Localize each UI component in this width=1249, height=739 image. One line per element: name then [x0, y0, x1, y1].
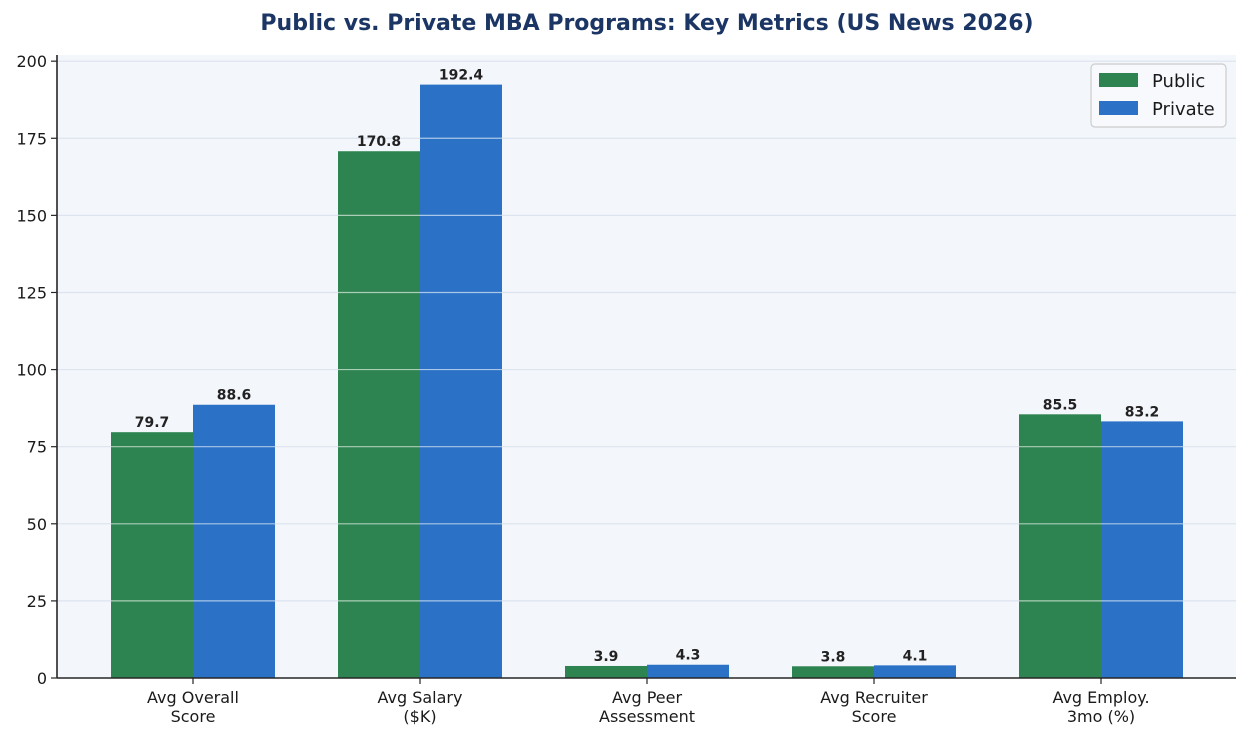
y-tick-label: 25 [27, 592, 47, 611]
y-axis-ticks: 0 25 50 75 100 125 150 175 200 [16, 52, 57, 688]
bar-private [1101, 421, 1183, 678]
data-label: 170.8 [357, 134, 401, 150]
y-tick-label: 0 [37, 669, 47, 688]
bar-private [647, 664, 729, 678]
bar-private [874, 665, 956, 678]
legend: Public Private [1090, 63, 1227, 128]
data-label: 79.7 [135, 415, 170, 431]
data-label: 3.8 [821, 649, 846, 665]
data-label: 192.4 [439, 68, 484, 84]
y-tick-label: 200 [16, 52, 47, 71]
legend-swatch-private [1099, 101, 1138, 115]
legend-label-public: Public [1152, 71, 1205, 92]
data-labels: 79.7 170.8 3.9 3.8 85.5 88.6 192.4 4.3 4.1 83.2 [135, 68, 1160, 666]
y-tick-label: 150 [16, 206, 47, 225]
bars [111, 84, 1183, 679]
x-tick-label: Avg Recruiter [820, 688, 928, 707]
bar-private [420, 84, 502, 679]
legend-swatch-public [1099, 73, 1138, 87]
bar-public [111, 432, 193, 678]
y-tick-label: 50 [27, 515, 47, 534]
y-tick-label: 125 [16, 283, 47, 302]
x-tick-label: Avg Overall [147, 688, 239, 707]
y-tick-label: 175 [16, 129, 47, 148]
data-label: 85.5 [1043, 397, 1078, 413]
y-tick-label: 100 [16, 361, 47, 380]
y-tick-label: 75 [27, 438, 47, 457]
data-label: 4.3 [676, 648, 701, 664]
data-label: 88.6 [217, 388, 252, 404]
data-label: 4.1 [903, 648, 928, 664]
x-tick-label: ($K) [403, 707, 436, 726]
x-tick-label: Avg Employ. [1052, 688, 1149, 707]
legend-label-private: Private [1152, 99, 1215, 120]
bar-public [565, 665, 647, 678]
chart-title: Public vs. Private MBA Programs: Key Met… [260, 11, 1033, 36]
x-tick-label: Assessment [599, 707, 695, 726]
bar-public [338, 151, 420, 679]
x-tick-label: 3mo (%) [1067, 707, 1135, 726]
x-tick-label: Avg Peer [612, 688, 682, 707]
bar-public [792, 666, 874, 678]
x-tick-label: Score [852, 707, 897, 726]
x-tick-label: Avg Salary [378, 688, 463, 707]
bar-public [1019, 414, 1101, 678]
x-tick-label: Score [171, 707, 216, 726]
data-label: 83.2 [1125, 404, 1160, 420]
bar-private [193, 404, 275, 678]
data-label: 3.9 [594, 649, 619, 665]
